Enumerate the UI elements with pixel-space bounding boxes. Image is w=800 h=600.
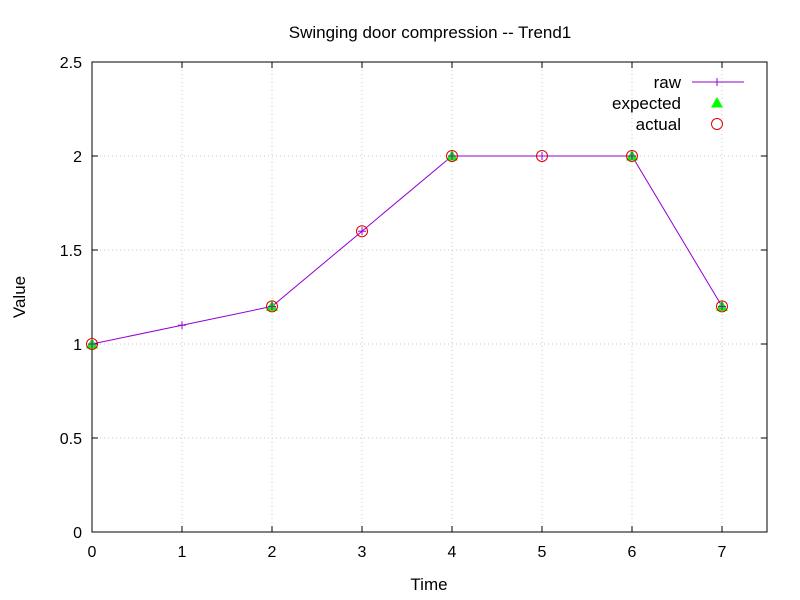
actual-point: [266, 300, 278, 313]
legend-key-raw-marker: [713, 78, 721, 86]
raw-point: [448, 152, 456, 160]
actual-point: [626, 150, 638, 162]
x-tick-label: 1: [178, 544, 187, 561]
y-tick-label: 2.5: [60, 55, 82, 72]
legend-key-expected-marker: [711, 97, 723, 108]
actual-point: [356, 225, 368, 238]
legend-label-actual: actual: [636, 115, 681, 134]
y-tick-label: 2: [73, 149, 82, 166]
x-tick-label: 4: [448, 544, 457, 561]
raw-point: [88, 340, 96, 348]
x-tick-label: 3: [358, 544, 367, 561]
raw-point: [718, 302, 726, 311]
plot-frame: [91, 61, 768, 533]
legend-key-actual-marker: [711, 118, 723, 130]
raw-point: [538, 152, 546, 160]
raw-point: [358, 227, 366, 236]
series: [86, 150, 728, 350]
actual-point: [446, 150, 458, 162]
chart-title: Swinging door compression -- Trend1: [289, 23, 572, 42]
ticks: 0 1 2 3 4 5 6 7 0 0.5 1 1.5 2 2.5: [60, 55, 767, 561]
y-tick-label: 1.5: [60, 243, 82, 260]
x-tick-label: 0: [88, 544, 97, 561]
x-tick-label: 6: [628, 544, 637, 561]
legend: raw expected actual: [612, 73, 744, 134]
grid: [92, 62, 767, 532]
legend-label-raw: raw: [654, 73, 682, 92]
raw-point: [628, 152, 636, 160]
actual-point: [86, 338, 98, 350]
y-tick-label: 0.5: [60, 431, 82, 448]
raw-point: [178, 321, 186, 330]
actual-point: [716, 300, 728, 313]
raw-series-line: [91, 155, 723, 345]
legend-label-expected: expected: [612, 94, 681, 113]
x-tick-label: 5: [538, 544, 547, 561]
x-tick-label: 2: [268, 544, 277, 561]
y-axis-label: Value: [10, 276, 29, 318]
raw-point: [268, 302, 276, 311]
actual-point: [536, 150, 548, 162]
x-tick-label: 7: [718, 544, 727, 561]
y-tick-label: 1: [73, 337, 82, 354]
x-axis-label: Time: [410, 575, 447, 594]
y-tick-label: 0: [73, 525, 82, 542]
